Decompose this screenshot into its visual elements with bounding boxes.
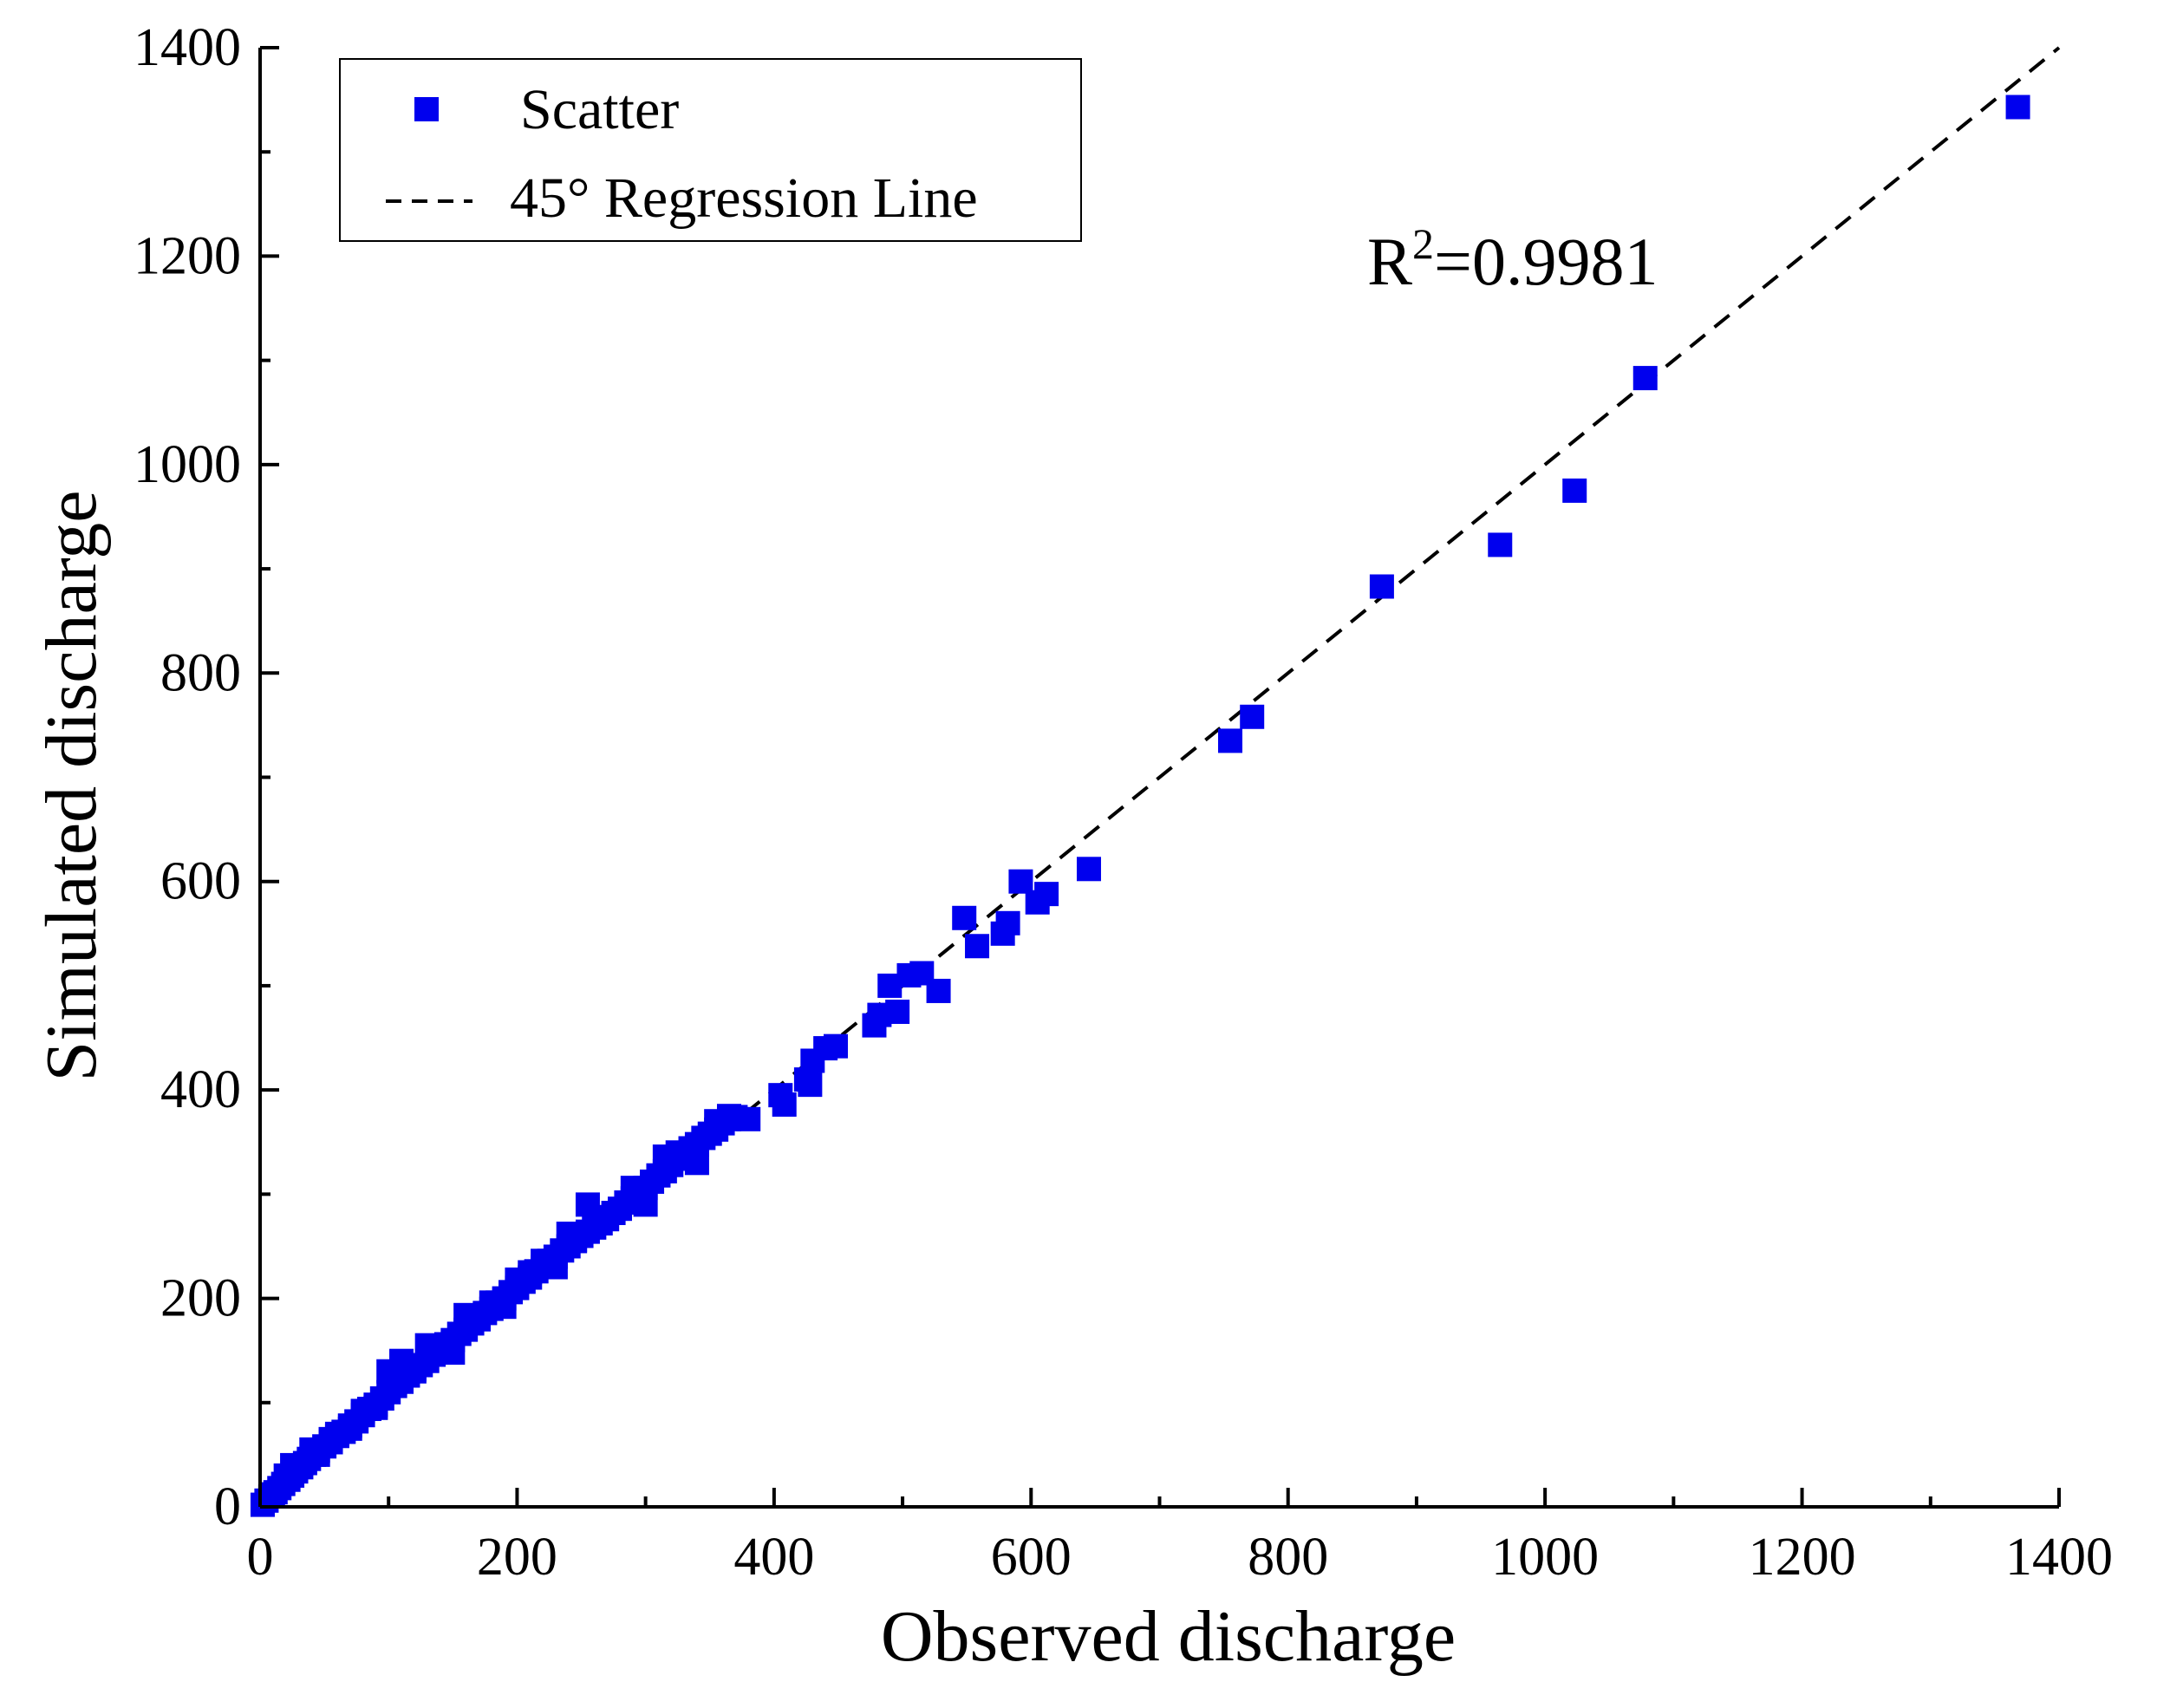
x-tick-label: 400 [733, 1528, 814, 1587]
r-squared-annotation: R2=0.9981 [1367, 219, 1658, 299]
scatter-point [684, 1151, 709, 1176]
y-axis-ticks: 0 200 400 600 800 1000 1200 1400 [134, 18, 279, 1536]
scatter-point [337, 1416, 362, 1441]
scatter-point [363, 1395, 388, 1420]
scatter-point [995, 910, 1020, 935]
legend-scatter-label: Scatter [520, 78, 679, 141]
y-axis-title: Simulated discharge [31, 491, 112, 1082]
x-tick-label: 600 [991, 1528, 1072, 1587]
scatter-point [885, 999, 910, 1024]
scatter-point [1034, 882, 1059, 907]
scatter-point [1240, 704, 1265, 729]
x-axis-title: Observed discharge [881, 1596, 1456, 1677]
scatter-point [2005, 95, 2030, 120]
scatter-point [1218, 728, 1243, 753]
scatter-point [965, 934, 990, 959]
x-tick-label: 200 [477, 1528, 557, 1587]
x-tick-label: 1400 [2005, 1528, 2113, 1587]
scatter-point [798, 1072, 823, 1098]
scatter-point [772, 1092, 797, 1117]
scatter-point [401, 1357, 427, 1382]
y-tick-label: 1400 [134, 18, 241, 77]
legend-box [339, 58, 1082, 242]
scatter-point [952, 905, 977, 930]
legend: Scatter 45° Regression Line [339, 58, 1082, 242]
scatter-point [1632, 366, 1658, 391]
x-axis-ticks: 0 200 400 600 800 1000 1200 1400 [247, 1488, 2113, 1587]
y-tick-label: 800 [160, 643, 241, 702]
r-squared-superscript: 2 [1412, 219, 1434, 268]
scatter-point [1562, 478, 1587, 503]
scatter-point [824, 1033, 848, 1059]
scatter-point [1488, 532, 1513, 557]
y-tick-label: 0 [214, 1477, 241, 1536]
r-squared-value: =0.9981 [1434, 224, 1658, 299]
y-tick-label: 1000 [134, 435, 241, 494]
scatter-point [260, 1482, 285, 1507]
legend-scatter-marker [414, 97, 439, 121]
x-tick-label: 800 [1248, 1528, 1328, 1587]
scatter-point [543, 1255, 568, 1280]
legend-regression-label: 45° Regression Line [510, 166, 978, 230]
scatter-markers [250, 95, 2030, 1517]
y-tick-label: 400 [160, 1060, 241, 1119]
scatter-point [926, 978, 951, 1003]
scatter-point [563, 1229, 588, 1254]
scatter-point [1008, 869, 1033, 894]
x-tick-label: 1200 [1749, 1528, 1856, 1587]
scatter-point [492, 1294, 517, 1320]
x-tick-label: 0 [247, 1528, 274, 1587]
x-tick-label: 1000 [1491, 1528, 1599, 1587]
y-tick-label: 1200 [134, 226, 241, 285]
scatter-point [440, 1340, 466, 1366]
r-squared-prefix: R [1367, 224, 1412, 299]
scatter-point [1369, 574, 1394, 599]
y-tick-label: 200 [160, 1269, 241, 1328]
scatter-point [582, 1204, 607, 1229]
scatter-point [716, 1104, 741, 1129]
scatter-point [633, 1192, 658, 1217]
scatter-point [1076, 857, 1101, 882]
y-tick-label: 600 [160, 852, 241, 911]
